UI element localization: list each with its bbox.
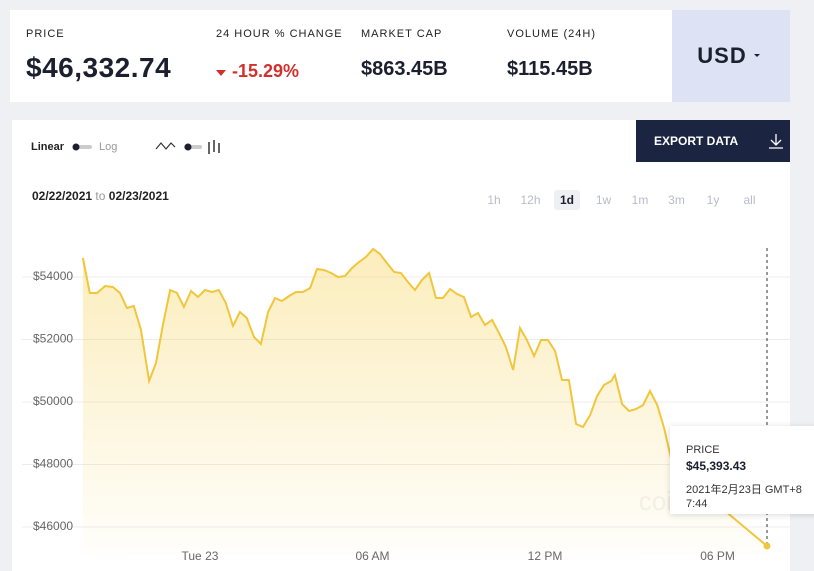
range-button[interactable]: 3m [668,193,685,207]
change-value: -15.29% [232,61,300,81]
date-range: 02/22/2021 to 02/23/2021 [32,189,169,203]
range-button[interactable]: all [743,193,756,207]
scale-linear[interactable]: Linear [31,141,65,153]
stat-label: 24 HOUR % CHANGE [216,28,343,40]
stat-label: MARKET CAP [361,28,443,40]
y-tick-label: $50000 [33,394,73,408]
export-button[interactable]: EXPORT DATA [636,120,790,162]
range-button[interactable]: 1y [706,193,720,207]
range-button[interactable]: 12h [520,193,541,207]
date-to: 02/23/2021 [108,189,169,203]
download-icon [769,134,784,149]
stat-label: VOLUME (24H) [507,28,597,40]
volume-value: $115.45B [507,58,593,80]
range-button[interactable]: 1h [487,193,501,207]
down-arrow [216,70,226,76]
range-button[interactable]: 1m [631,193,649,207]
scale-toggle[interactable] [72,143,94,151]
hover-dot [763,542,771,550]
date-separator: to [95,189,106,203]
y-tick-label: $46000 [33,519,73,533]
tooltip-time: 2021年2月23日 GMT+8 7:44 [686,484,802,510]
y-tick-label: $52000 [33,332,73,346]
currency: USD [697,43,747,68]
range-button[interactable]: 1d [554,190,580,210]
price-area [82,249,767,555]
price-line [81,247,768,547]
stats-card [10,10,672,102]
currency-select[interactable]: USD [672,10,790,102]
scale-log[interactable]: Log [99,141,118,153]
y-tick-label: $54000 [33,269,73,283]
range-button[interactable]: 1w [595,193,612,207]
tooltip-label: PRICE [686,444,720,456]
tooltip-value: $45,393.43 [686,459,747,473]
export-label: EXPORT DATA [654,134,739,148]
price-value: $46,332.74 [26,52,172,83]
y-tick-label: $48000 [33,457,73,471]
caret [753,54,760,57]
stat-label: PRICE [26,28,65,40]
date-from: 02/22/2021 [32,189,93,203]
market-cap-value: $863.45B [361,58,448,80]
chart-type-toggle[interactable] [155,138,225,156]
tooltip: PRICE $45,393.43 2021年2月23日 GMT+8 7:44 [670,426,814,514]
